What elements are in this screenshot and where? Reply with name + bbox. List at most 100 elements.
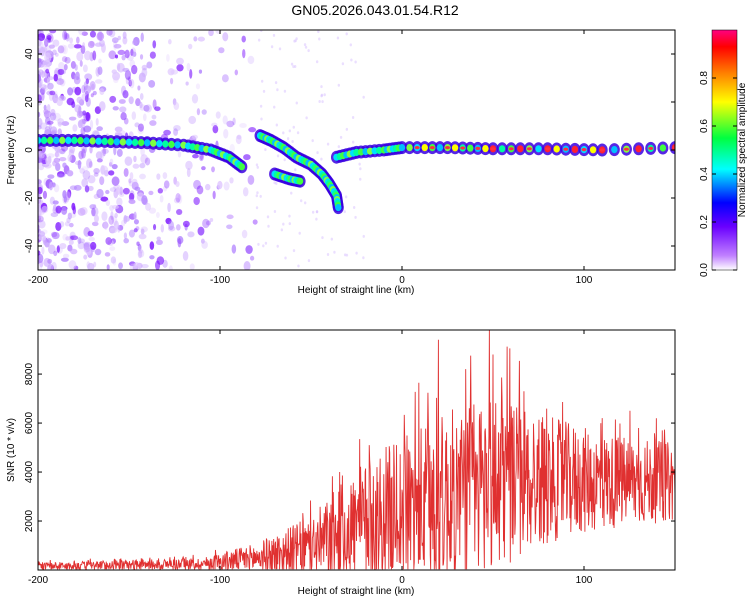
spectrogram-noise-point [304, 45, 308, 49]
spectrogram-noise-point [266, 215, 270, 219]
spectrogram-noise-point [61, 121, 70, 127]
spectrogram-noise-point [323, 93, 326, 97]
spectrogram-noise-point [88, 161, 93, 168]
spectrogram-noise-point [120, 219, 126, 227]
spectrogram-noise-point [128, 78, 135, 86]
spectrogram-noise-point [94, 248, 102, 256]
spectrogram-noise-point [215, 30, 222, 35]
spectrogram-noise-point [229, 177, 234, 184]
spectrogram-noise-point [292, 65, 295, 69]
spectrogram-noise-point [83, 227, 91, 237]
spectrogram-noise-point [315, 60, 319, 64]
spectrogram-noise-point [133, 211, 137, 221]
spectrogram-noise-point [349, 43, 352, 47]
spectrogram-noise-point [291, 139, 294, 143]
spectrogram-noise-point [247, 55, 255, 65]
ridge-core [659, 144, 667, 152]
spectrogram-noise-point [111, 176, 120, 186]
spectrogram-noise-point [38, 179, 42, 185]
spectrogram-noise-point [135, 98, 141, 107]
ridge-core [398, 144, 406, 152]
spectrogram-noise-point [134, 186, 141, 192]
spectrogram-noise-point [52, 39, 60, 47]
spectrogram-noise-point [280, 228, 284, 232]
spectrogram-noise-point [256, 165, 259, 169]
spectrogram-noise-point [65, 33, 70, 42]
spectrogram-noise-point [50, 212, 59, 218]
spectrogram-noise-point [124, 156, 133, 166]
spectrogram-noise-point [41, 205, 49, 213]
ridge-core [421, 144, 428, 152]
spectrogram-noise-point [307, 259, 311, 263]
spectrogram-noise-point [132, 163, 140, 169]
spectrogram-noise-point [49, 90, 56, 96]
spectrogram-noise-point [56, 97, 63, 107]
spectrogram-noise-point [242, 48, 246, 59]
spectrogram-noise-point [288, 214, 291, 218]
spectrogram-noise-point [275, 123, 279, 127]
spectrogram-noise-point [38, 207, 42, 216]
spectrogram-noise-point [162, 185, 168, 192]
snr-ytick-label: 2000 [24, 509, 35, 532]
spectrogram-noise-point [156, 256, 165, 265]
ridge-core [107, 138, 115, 146]
spectrogram-noise-point [131, 64, 138, 75]
ridge-core [498, 145, 506, 153]
spectrogram-noise-point [243, 261, 251, 270]
spectrogram-noise-point [103, 220, 109, 231]
spectrogram-noise-point [241, 35, 246, 43]
spectrogram-noise-point [202, 218, 210, 229]
spectrogram-noise-point [273, 209, 277, 213]
spectrogram-noise-point [74, 64, 78, 71]
spectrogram-noise-point [85, 248, 92, 256]
spectrogram-noise-point [141, 64, 148, 71]
snr-series-line [38, 330, 675, 570]
spectrogram-noise-point [133, 262, 140, 269]
spectrogram-noise-point [47, 258, 53, 264]
spectrogram-noise-point [109, 246, 116, 251]
spectrogram-noise-point [255, 194, 258, 198]
spectrogram-noise-point [109, 187, 118, 192]
spectrogram-noise-point [77, 159, 82, 170]
spectrogram-noise-point [229, 143, 235, 154]
spectrogram-noise-point [293, 39, 296, 43]
spectrogram-noise-point [122, 187, 130, 195]
spectrogram-noise-point [156, 211, 160, 219]
spectrogram-noise-point [38, 46, 44, 53]
spectrogram-noise-point [83, 85, 92, 95]
spectrogram-noise-point [77, 237, 82, 245]
spectrogram-noise-point [362, 95, 365, 99]
spectrogram-noise-point [299, 199, 303, 203]
spectrogram-noise-point [185, 160, 193, 170]
spectrogram-noise-point [257, 242, 260, 246]
spectrogram-ytick-label: -20 [24, 190, 35, 205]
spectrogram-noise-point [62, 44, 68, 55]
spectrogram-noise-point [39, 88, 45, 94]
spectrogram-noise-point [79, 60, 83, 67]
spectrogram-noise-point [121, 54, 126, 61]
ridge-core [353, 148, 360, 156]
spectrogram-noise-point [226, 224, 233, 230]
spectrogram-noise-point [84, 185, 90, 193]
spectrogram-noise-point [264, 241, 268, 245]
spectrogram-noise-point [235, 134, 242, 145]
spectrogram-noise-point [80, 126, 86, 136]
spectrogram-noise-point [100, 165, 109, 175]
spectrogram-noise-point [38, 81, 42, 88]
spectrogram-noise-point [182, 250, 189, 261]
spectrogram-noise-point [276, 244, 279, 248]
spectrogram-noise-point [52, 49, 57, 56]
spectrogram-noise-point [305, 116, 308, 120]
spectrogram-noise-point [293, 64, 297, 68]
spectrogram-noise-point [136, 241, 140, 246]
spectrogram-noise-point [140, 264, 149, 269]
spectrogram-noise-point [139, 249, 143, 254]
spectrogram-noise-point [87, 262, 95, 270]
spectrogram-noise-point [205, 220, 211, 226]
spectrogram-noise-point [215, 111, 221, 119]
spectrogram-noise-point [114, 54, 119, 59]
spectrogram-noise-point [355, 251, 358, 255]
spectrogram-noise-point [140, 228, 145, 235]
spectrogram-noise-point [38, 40, 42, 46]
